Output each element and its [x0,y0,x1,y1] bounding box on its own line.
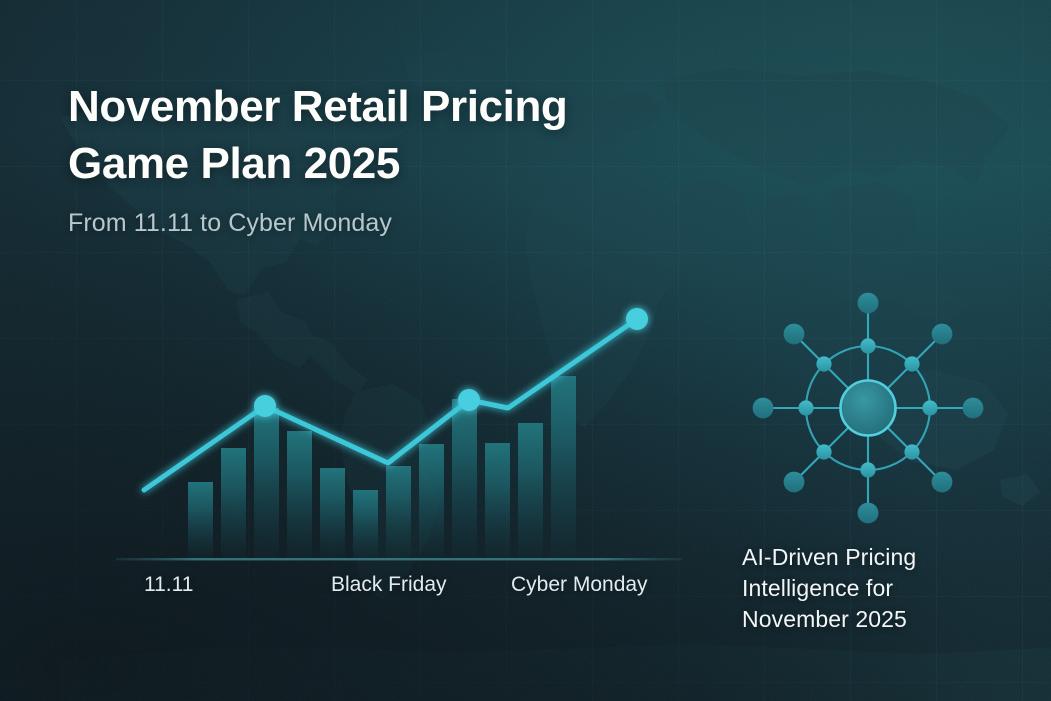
bar-5 [320,468,345,558]
chart-axis-labels: 11.11 Black Friday Cyber Monday [108,570,708,606]
bar-6 [353,490,378,558]
bar-2 [221,448,246,558]
chart-baseline [116,558,682,561]
bar-9 [452,399,477,558]
axis-label-1111: 11.11 [144,573,194,596]
page-subtitle: From 11.11 to Cyber Monday [68,209,393,237]
bar-12 [551,376,576,558]
bar-10 [485,443,510,558]
trend-marker-1 [254,395,276,417]
inner-node-e [922,400,938,416]
outer-node-n [857,292,879,314]
network-hub-node [839,379,897,437]
outer-node-ne [931,323,953,345]
outer-node-nw [783,323,805,345]
bar-7 [386,466,411,558]
pricing-chart [108,286,690,566]
axis-label-cyber-monday: Cyber Monday [511,573,648,596]
outer-node-s [857,502,879,524]
outer-node-sw [783,471,805,493]
network-outer-nodes [752,292,984,524]
network-inner-nodes [798,338,938,478]
bar-11 [518,423,543,558]
inner-node-se [904,444,920,460]
inner-node-nw [816,356,832,372]
bar-3 [254,408,279,558]
trend-line [141,316,640,493]
inner-node-w [798,400,814,416]
outer-node-se [931,471,953,493]
inner-node-n [860,338,876,354]
page-title: November Retail Pricing Game Plan 2025 [68,82,568,188]
outer-node-e [962,397,984,419]
outer-node-w [752,397,774,419]
inner-node-s [860,462,876,478]
trend-marker-2 [458,389,480,411]
bar-8 [419,444,444,558]
inner-node-sw [816,444,832,460]
trend-marker-3 [626,308,648,330]
axis-label-black-friday: Black Friday [331,573,447,596]
network-caption: AI-Driven Pricing Intelligence for Novem… [742,544,917,632]
trend-line-series [141,308,648,493]
bar-series [188,376,576,558]
header-block: November Retail Pricing Game Plan 2025 F… [68,78,768,238]
bar-1 [188,482,213,558]
inner-node-ne [904,356,920,372]
bar-4 [287,431,312,558]
ai-hub-network-icon [742,282,994,534]
